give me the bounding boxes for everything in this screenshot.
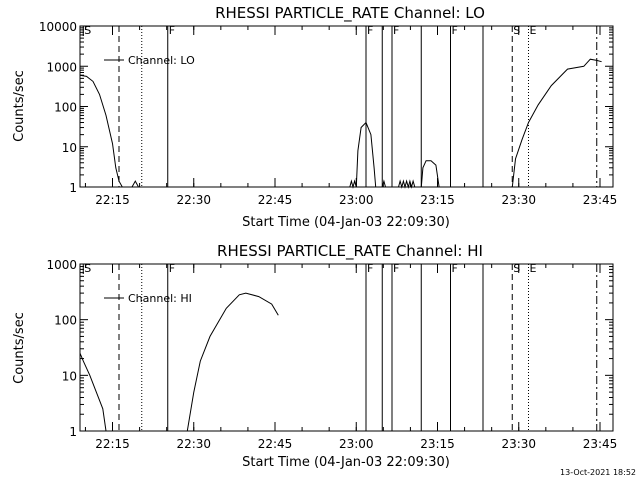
- chart-title: RHESSI PARTICLE_RATE Channel: HI: [217, 242, 483, 261]
- panel-hi: RHESSI PARTICLE_RATE Channel: HI Counts/…: [12, 242, 617, 470]
- x-tick-label: 23:45: [583, 437, 618, 451]
- plot-frame: [79, 25, 614, 188]
- event-marker-label: S: [84, 24, 91, 37]
- x-tick-label: 22:30: [176, 193, 211, 207]
- event-marker-label: F: [169, 262, 175, 275]
- y-tick-label: 10: [62, 141, 77, 155]
- event-marker-label: F: [367, 24, 373, 37]
- panel-lo: RHESSI PARTICLE_RATE Channel: LO Counts/…: [12, 4, 617, 230]
- plot-frame: [79, 263, 614, 432]
- event-marker-label: S: [513, 262, 520, 275]
- event-marker-label: E: [530, 24, 537, 37]
- y-axis-label: Counts/sec: [12, 312, 27, 384]
- x-tick-label: 23:00: [339, 193, 374, 207]
- y-tick-label: 1000: [46, 258, 77, 272]
- x-tick-label: 22:45: [258, 437, 293, 451]
- x-ticks: 22:15 22:30 22:45 23:00 23:15 23:30 23:45: [84, 26, 618, 207]
- x-tick-label: 22:15: [95, 437, 130, 451]
- y-tick-label: 1: [69, 181, 77, 195]
- legend-label: Channel: HI: [128, 292, 192, 305]
- series-line-lo: [79, 58, 602, 189]
- series-line-hi: [79, 292, 279, 432]
- x-tick-label: 23:00: [339, 437, 374, 451]
- event-marker-label: F: [393, 24, 399, 37]
- event-marker-label: S: [513, 24, 520, 37]
- y-ticks: 1 10 100 1000 10000: [39, 20, 613, 195]
- event-marker-label: F: [169, 24, 175, 37]
- y-tick-label: 10: [62, 369, 77, 383]
- event-marker-label: F: [393, 262, 399, 275]
- x-tick-label: 23:15: [420, 193, 455, 207]
- y-tick-label: 1000: [46, 60, 77, 74]
- y-tick-label: 100: [54, 101, 77, 115]
- event-marker-label: E: [530, 262, 537, 275]
- x-tick-label: 23:15: [420, 437, 455, 451]
- event-marker-label: F: [452, 24, 458, 37]
- x-tick-label: 22:15: [95, 193, 130, 207]
- chart-title: RHESSI PARTICLE_RATE Channel: LO: [215, 4, 485, 23]
- x-ticks: 22:15 22:30 22:45 23:00 23:15 23:30 23:45: [84, 264, 618, 451]
- y-tick-label: 10000: [39, 20, 77, 34]
- x-axis-label: Start Time (04-Jan-03 22:09:30): [242, 455, 450, 470]
- y-ticks: 1 10 100 1000: [46, 258, 613, 439]
- x-tick-label: 23:30: [501, 437, 536, 451]
- legend-label: Channel: LO: [128, 54, 195, 67]
- event-marker-label: S: [84, 262, 91, 275]
- event-marker-label: F: [452, 262, 458, 275]
- y-tick-label: 1: [69, 425, 77, 439]
- x-tick-label: 22:45: [258, 193, 293, 207]
- y-tick-label: 100: [54, 314, 77, 328]
- x-tick-label: 22:30: [176, 437, 211, 451]
- x-axis-label: Start Time (04-Jan-03 22:09:30): [242, 215, 450, 230]
- timestamp-footer: 13-Oct-2021 18:52: [560, 468, 636, 477]
- y-axis-label: Counts/sec: [12, 70, 27, 142]
- event-marker-label: F: [367, 262, 373, 275]
- x-tick-label: 23:45: [583, 193, 618, 207]
- x-tick-label: 23:30: [501, 193, 536, 207]
